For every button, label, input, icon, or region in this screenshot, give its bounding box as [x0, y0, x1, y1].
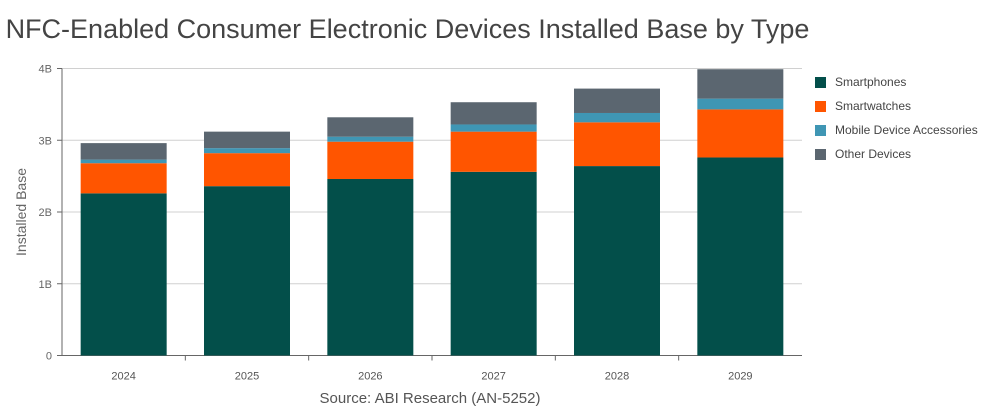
y-tick-label: 4B: [39, 64, 52, 76]
x-tick-label: 2026: [358, 371, 382, 383]
bar-segment-smartwatches: [697, 109, 784, 158]
bar-segment-other-devices: [204, 131, 290, 149]
legend-swatch: [815, 148, 826, 160]
legend-label: Smartwatches: [835, 99, 912, 113]
legend-label: Mobile Device Accessories: [835, 123, 978, 137]
y-tick-label: 3B: [39, 135, 52, 147]
bar-segment-smartphones: [697, 157, 784, 356]
bar-segment-other-devices: [697, 69, 784, 99]
bar-segment-mobile-device-accessories: [327, 136, 414, 142]
legend-item[interactable]: Smartphones: [815, 70, 978, 94]
bar-segment-smartphones: [327, 178, 414, 356]
legend-label: Other Devices: [835, 147, 912, 161]
bar-segment-smartphones: [574, 166, 660, 356]
bar-segment-mobile-device-accessories: [204, 148, 290, 154]
y-tick-label: 1B: [39, 279, 52, 291]
x-tick-label: 2024: [111, 371, 135, 383]
legend-item[interactable]: Mobile Device Accessories: [815, 118, 978, 142]
legend-swatch: [815, 76, 826, 88]
bar-segment-other-devices: [327, 117, 414, 137]
x-tick-label: 2029: [728, 371, 752, 383]
bar-segment-smartphones: [80, 193, 167, 356]
bar-segment-smartwatches: [204, 153, 290, 187]
bar-segment-smartwatches: [327, 141, 414, 179]
legend: Smartphones Smartwatches Mobile Device Acc…: [815, 70, 978, 166]
bar-segment-other-devices: [80, 143, 167, 160]
chart-title: NFC-Enabled Consumer Electronic Devices …: [5, 14, 810, 44]
bar-segment-mobile-device-accessories: [450, 124, 537, 132]
y-axis-label: Installed Base: [13, 168, 29, 256]
x-tick-label: 2027: [481, 371, 505, 383]
legend-item[interactable]: Smartwatches: [815, 94, 978, 118]
bar-segment-smartphones: [450, 171, 537, 356]
y-tick-label: 2B: [39, 207, 52, 219]
bar-segment-smartwatches: [574, 122, 660, 167]
y-tick-label: 0: [46, 351, 52, 363]
legend-swatch: [815, 124, 826, 136]
bar-segment-smartphones: [204, 186, 290, 356]
x-tick-label: 2025: [235, 371, 259, 383]
bar-segment-smartwatches: [80, 163, 167, 194]
bar-segment-mobile-device-accessories: [697, 98, 784, 110]
bar-segment-other-devices: [450, 102, 537, 125]
bar-segment-other-devices: [574, 88, 660, 113]
bar-segment-mobile-device-accessories: [574, 112, 660, 123]
legend-item[interactable]: Other Devices: [815, 142, 978, 166]
bar-segment-smartwatches: [450, 131, 537, 172]
x-tick-label: 2028: [605, 371, 629, 383]
bar-segment-mobile-device-accessories: [80, 159, 167, 164]
legend-label: Smartphones: [835, 75, 907, 89]
chart-source: Source: ABI Research (AN-5252): [319, 390, 541, 407]
legend-swatch: [815, 100, 826, 112]
